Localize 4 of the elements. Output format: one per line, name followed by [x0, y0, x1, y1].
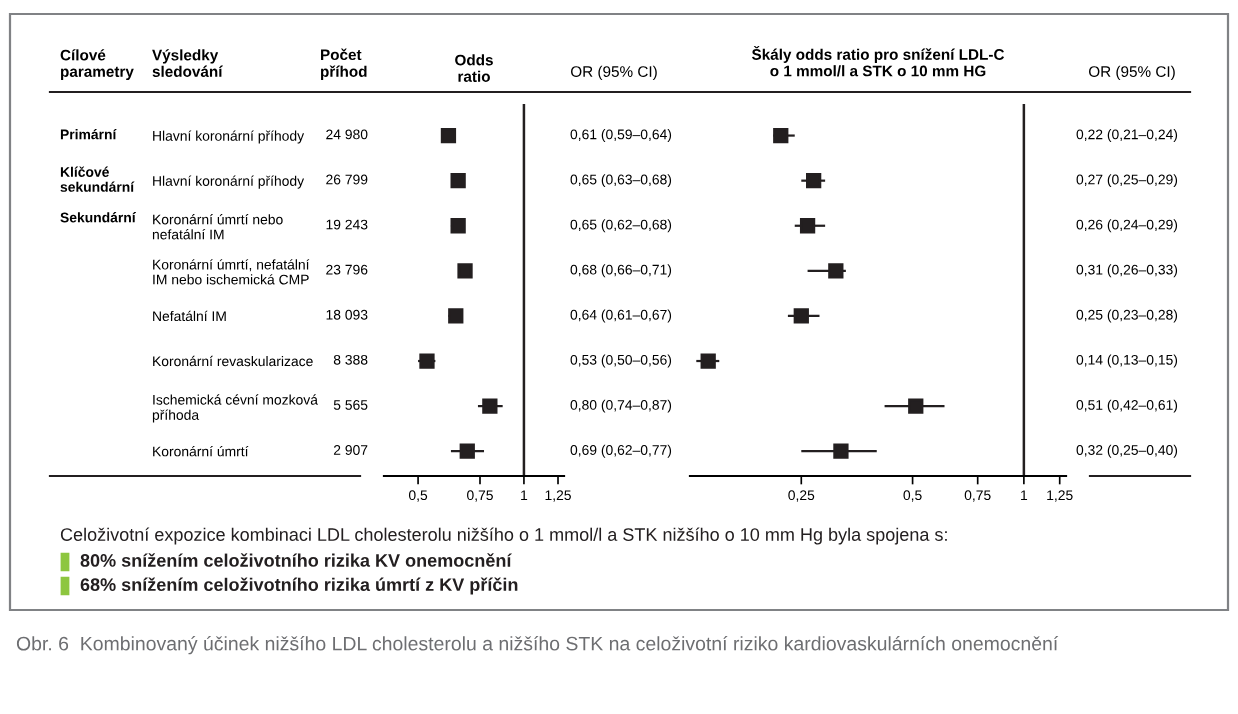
text: Obr. 6 Kombinovaný účinek nižšího LDL cholesterolu a nižšího STK na celoživotní riziko kardiovaskulárních onemocnění [16, 636, 1059, 655]
text: Celoživotní expozice kombinaci LDL cholesterolu nižšího o 1 mmol/l a STK nižšího o 10 mm Hg byla spojena s: [60, 527, 947, 545]
text: 80% snížením celoživotního rizika KV onemocnění [80, 553, 512, 567]
text: 68% snížením celoživotního rizika úmrtí z KV příčin [80, 577, 518, 595]
